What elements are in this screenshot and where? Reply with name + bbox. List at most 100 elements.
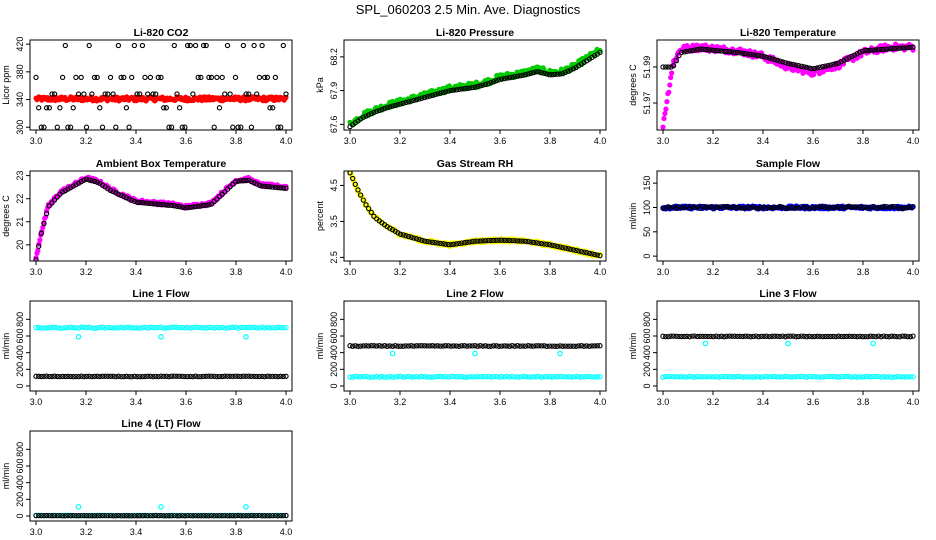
data-point bbox=[705, 374, 711, 380]
data-point bbox=[75, 513, 82, 519]
data-point bbox=[275, 124, 281, 130]
data-point bbox=[176, 373, 183, 379]
data-point bbox=[660, 64, 666, 70]
data-point bbox=[251, 42, 257, 49]
data-point bbox=[541, 343, 547, 349]
data-point bbox=[129, 197, 135, 203]
data-point bbox=[347, 171, 353, 176]
data-point bbox=[379, 373, 385, 380]
x-tick-label: 3.6 bbox=[180, 136, 193, 146]
data-marks bbox=[33, 324, 289, 380]
data-point bbox=[403, 343, 409, 349]
data-point bbox=[509, 74, 515, 80]
data-point bbox=[267, 105, 273, 111]
data-point bbox=[115, 373, 122, 379]
data-point bbox=[227, 373, 233, 379]
data-point bbox=[889, 333, 895, 339]
data-point bbox=[94, 74, 100, 81]
series-line-1-flow-2-5-min-ave bbox=[33, 373, 289, 380]
x-tick-label: 4.0 bbox=[280, 397, 293, 407]
data-point bbox=[910, 374, 916, 380]
data-point bbox=[123, 373, 130, 379]
data-point bbox=[421, 94, 428, 101]
data-point bbox=[35, 247, 41, 253]
data-point bbox=[432, 343, 438, 349]
data-point bbox=[166, 373, 172, 380]
data-point bbox=[753, 333, 759, 339]
data-point bbox=[219, 373, 225, 380]
data-point bbox=[806, 373, 812, 380]
data-point bbox=[748, 374, 754, 380]
data-point bbox=[440, 374, 446, 380]
data-point bbox=[211, 373, 217, 379]
data-point bbox=[897, 205, 903, 211]
data-point bbox=[413, 97, 420, 103]
data-point bbox=[182, 325, 188, 331]
x-tick-label: 3.0 bbox=[30, 136, 43, 146]
data-point bbox=[107, 373, 114, 379]
x-tick-label: 4.0 bbox=[280, 527, 293, 537]
data-point bbox=[665, 204, 671, 210]
data-point bbox=[38, 325, 44, 331]
data-point bbox=[389, 103, 396, 109]
data-point bbox=[232, 373, 239, 379]
data-point bbox=[578, 248, 585, 255]
data-point bbox=[554, 71, 561, 77]
data-point bbox=[692, 374, 698, 380]
data-point bbox=[806, 205, 812, 212]
data-point bbox=[689, 204, 695, 210]
y-axis-label: ml/min bbox=[1, 333, 11, 360]
data-point bbox=[854, 51, 860, 57]
data-point bbox=[819, 333, 826, 340]
data-point bbox=[36, 512, 42, 519]
outlier-point bbox=[75, 333, 82, 340]
data-point bbox=[597, 252, 603, 259]
data-point bbox=[222, 325, 228, 331]
data-point bbox=[190, 513, 196, 519]
data-point bbox=[822, 373, 828, 380]
data-point bbox=[86, 177, 92, 183]
data-point bbox=[432, 240, 438, 246]
data-point bbox=[46, 373, 52, 380]
data-point bbox=[150, 373, 156, 380]
data-point bbox=[437, 373, 444, 380]
data-point bbox=[424, 238, 430, 245]
chart-title: Gas Stream RH bbox=[437, 158, 513, 170]
data-point bbox=[830, 61, 836, 68]
data-point bbox=[857, 204, 863, 210]
data-point bbox=[670, 374, 677, 380]
y-tick-label: 400 bbox=[15, 475, 25, 490]
data-point bbox=[673, 333, 679, 339]
data-point bbox=[65, 124, 71, 130]
data-point bbox=[73, 325, 79, 331]
data-point bbox=[118, 513, 124, 519]
data-point bbox=[716, 333, 722, 340]
data-point bbox=[86, 513, 92, 519]
data-point bbox=[440, 89, 446, 96]
data-point bbox=[798, 373, 804, 380]
data-point bbox=[870, 333, 876, 340]
data-point bbox=[584, 250, 590, 256]
data-point bbox=[195, 74, 201, 81]
data-point bbox=[477, 343, 483, 349]
data-point bbox=[150, 324, 156, 331]
data-point bbox=[665, 64, 671, 70]
plot-frame bbox=[29, 170, 293, 262]
data-point bbox=[259, 324, 265, 330]
data-point bbox=[451, 87, 457, 93]
x-tick-label: 3.2 bbox=[394, 136, 407, 146]
data-point bbox=[368, 111, 374, 117]
data-point bbox=[203, 373, 209, 379]
data-point bbox=[176, 204, 183, 210]
data-point bbox=[139, 373, 146, 380]
data-point bbox=[785, 60, 791, 67]
data-point bbox=[761, 204, 767, 210]
x-tick-label: 3.4 bbox=[130, 527, 143, 537]
data-point bbox=[251, 513, 257, 519]
data-point bbox=[681, 49, 687, 55]
data-point bbox=[352, 343, 358, 349]
data-point bbox=[395, 102, 401, 108]
data-point bbox=[150, 91, 156, 97]
x-tick-label: 3.0 bbox=[657, 136, 670, 146]
data-point bbox=[153, 325, 159, 331]
